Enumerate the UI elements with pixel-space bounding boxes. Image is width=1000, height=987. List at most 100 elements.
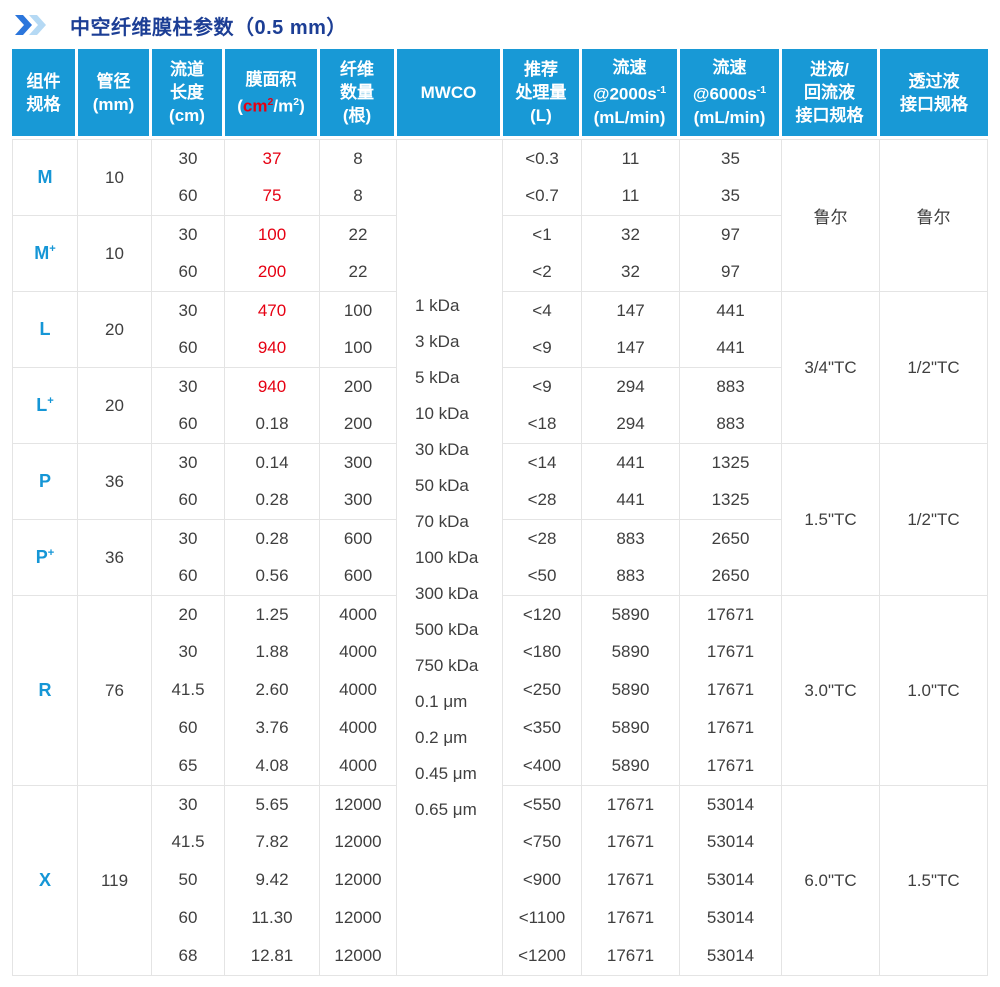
channel-length-cell: 60 bbox=[152, 253, 225, 291]
flow-6000-cell: 441 bbox=[680, 329, 782, 367]
membrane-area-cell: 75 bbox=[225, 177, 320, 215]
flow-6000-cell: 1325 bbox=[680, 481, 782, 519]
fiber-count-cell: 300 bbox=[320, 443, 397, 481]
membrane-area-cell: 940 bbox=[225, 367, 320, 405]
diameter-cell: 36 bbox=[78, 443, 152, 519]
header-permeate-interface: 透过液 接口规格 bbox=[880, 49, 988, 139]
fiber-count-cell: 22 bbox=[320, 253, 397, 291]
row-M+-30: M+ 10 30 100 22 <1 32 97 bbox=[12, 215, 988, 291]
row-L+-30: L+ 20 30 940 200 <9 294 883 bbox=[12, 367, 988, 443]
flow-6000-cell: 53014 bbox=[680, 823, 782, 861]
flow-6000-cell: 883 bbox=[680, 367, 782, 405]
permeate-interface-cell: 1.5"TC bbox=[880, 785, 988, 975]
fiber-count-cell: 600 bbox=[320, 557, 397, 595]
flow-6000-cell: 17671 bbox=[680, 747, 782, 785]
flow-6000-cell: 97 bbox=[680, 215, 782, 253]
channel-length-cell: 60 bbox=[152, 557, 225, 595]
row-P-60: 60 0.28 300 <28 441 1325 bbox=[12, 481, 988, 519]
component-cell: X bbox=[12, 785, 78, 975]
mwco-value: 5 kDa bbox=[415, 367, 460, 387]
membrane-area-cell: 3.76 bbox=[225, 709, 320, 747]
fiber-count-cell: 8 bbox=[320, 139, 397, 177]
component-cell: R bbox=[12, 595, 78, 785]
flow-6000-cell: 1325 bbox=[680, 443, 782, 481]
header-fiber-count: 纤维 数量 (根) bbox=[320, 49, 397, 139]
header-row: 组件 规格 管径 (mm) 流道 长度 (cm) 膜面积 (cm2/m2) 纤维 数量 (根) MWCO… bbox=[12, 49, 988, 139]
header-recommended-volume: 推荐 处理量 (L) bbox=[503, 49, 582, 139]
header-line: (L) bbox=[530, 106, 552, 125]
flow-6000-cell: 441 bbox=[680, 291, 782, 329]
membrane-area-cell: 11.30 bbox=[225, 899, 320, 937]
recommended-volume-cell: <180 bbox=[503, 633, 582, 671]
channel-length-cell: 60 bbox=[152, 177, 225, 215]
membrane-area-cell: 37 bbox=[225, 139, 320, 177]
flow-2000-cell: 441 bbox=[582, 481, 680, 519]
flow-2000-cell: 17671 bbox=[582, 861, 680, 899]
header-line: 数量 bbox=[340, 83, 374, 102]
flow-2000-cell: 883 bbox=[582, 519, 680, 557]
mwco-value: 0.2 μm bbox=[415, 727, 468, 747]
diameter-cell: 20 bbox=[78, 367, 152, 443]
membrane-area-cell: 200 bbox=[225, 253, 320, 291]
recommended-volume-cell: <50 bbox=[503, 557, 582, 595]
flow-2000-cell: 17671 bbox=[582, 785, 680, 823]
fiber-count-cell: 600 bbox=[320, 519, 397, 557]
diameter-cell: 36 bbox=[78, 519, 152, 595]
recommended-volume-cell: <1200 bbox=[503, 937, 582, 975]
flow-2000-cell: 17671 bbox=[582, 899, 680, 937]
row-M-60: 60 75 8 <0.7 11 35 bbox=[12, 177, 988, 215]
row-R-60: 60 3.76 4000 <350 5890 17671 bbox=[12, 709, 988, 747]
recommended-volume-cell: <250 bbox=[503, 671, 582, 709]
fiber-count-cell: 100 bbox=[320, 329, 397, 367]
flow-2000-cell: 5890 bbox=[582, 633, 680, 671]
recommended-volume-cell: <0.7 bbox=[503, 177, 582, 215]
diameter-cell: 10 bbox=[78, 139, 152, 215]
component-cell: P bbox=[12, 443, 78, 519]
flow-6000-cell: 17671 bbox=[680, 709, 782, 747]
header-flow-6000: 流速 @6000s-1 (mL/min) bbox=[680, 49, 782, 139]
fiber-count-cell: 4000 bbox=[320, 747, 397, 785]
page-header: 中空纤维膜柱参数（0.5 mm） bbox=[14, 10, 1000, 40]
flow-2000-cell: 5890 bbox=[582, 709, 680, 747]
header-line: (cm) bbox=[169, 106, 205, 125]
spec-table: 组件 规格 管径 (mm) 流道 长度 (cm) 膜面积 (cm2/m2) 纤维 数量 (根) MWCO… bbox=[12, 49, 988, 975]
mwco-value: 750 kDa bbox=[415, 655, 479, 675]
permeate-interface-cell: 1/2"TC bbox=[880, 443, 988, 595]
flow-6000-cell: 35 bbox=[680, 139, 782, 177]
membrane-area-cell: 7.82 bbox=[225, 823, 320, 861]
recommended-volume-cell: <28 bbox=[503, 481, 582, 519]
header-line: 推荐 bbox=[524, 60, 558, 79]
header-channel-length: 流道 长度 (cm) bbox=[152, 49, 225, 139]
flow-6000-cell: 2650 bbox=[680, 557, 782, 595]
membrane-area-cell: 0.56 bbox=[225, 557, 320, 595]
double-chevron-icon bbox=[15, 15, 46, 35]
diameter-cell: 10 bbox=[78, 215, 152, 291]
header-line: 透过液 bbox=[908, 71, 960, 91]
mwco-value: 3 kDa bbox=[415, 331, 460, 351]
flow-2000-cell: 17671 bbox=[582, 937, 680, 975]
flow-6000-cell: 53014 bbox=[680, 785, 782, 823]
membrane-area-cell: 470 bbox=[225, 291, 320, 329]
channel-length-cell: 30 bbox=[152, 785, 225, 823]
mwco-value: 70 kDa bbox=[415, 511, 469, 531]
component-cell: M+ bbox=[12, 215, 78, 291]
fiber-count-cell: 12000 bbox=[320, 937, 397, 975]
membrane-area-cell: 4.08 bbox=[225, 747, 320, 785]
flow-2000-cell: 11 bbox=[582, 177, 680, 215]
flow-6000-cell: 883 bbox=[680, 405, 782, 443]
fiber-count-cell: 100 bbox=[320, 291, 397, 329]
diameter-cell: 20 bbox=[78, 291, 152, 367]
component-cell: P+ bbox=[12, 519, 78, 595]
component-cell: M bbox=[12, 139, 78, 215]
recommended-volume-cell: <2 bbox=[503, 253, 582, 291]
recommended-volume-cell: <400 bbox=[503, 747, 582, 785]
page-title: 中空纤维膜柱参数（0.5 mm） bbox=[70, 16, 347, 39]
row-L-60: 60 940 100 <9 147 441 bbox=[12, 329, 988, 367]
recommended-volume-cell: <0.3 bbox=[503, 139, 582, 177]
header-inlet-interface: 进液/回流液 接口规格 bbox=[782, 49, 880, 139]
channel-length-cell: 60 bbox=[152, 481, 225, 519]
recommended-volume-cell: <9 bbox=[503, 367, 582, 405]
header-line: 长度 bbox=[170, 83, 204, 102]
mwco-value: 1 kDa bbox=[415, 295, 460, 315]
permeate-interface-cell: 1/2"TC bbox=[880, 291, 988, 443]
